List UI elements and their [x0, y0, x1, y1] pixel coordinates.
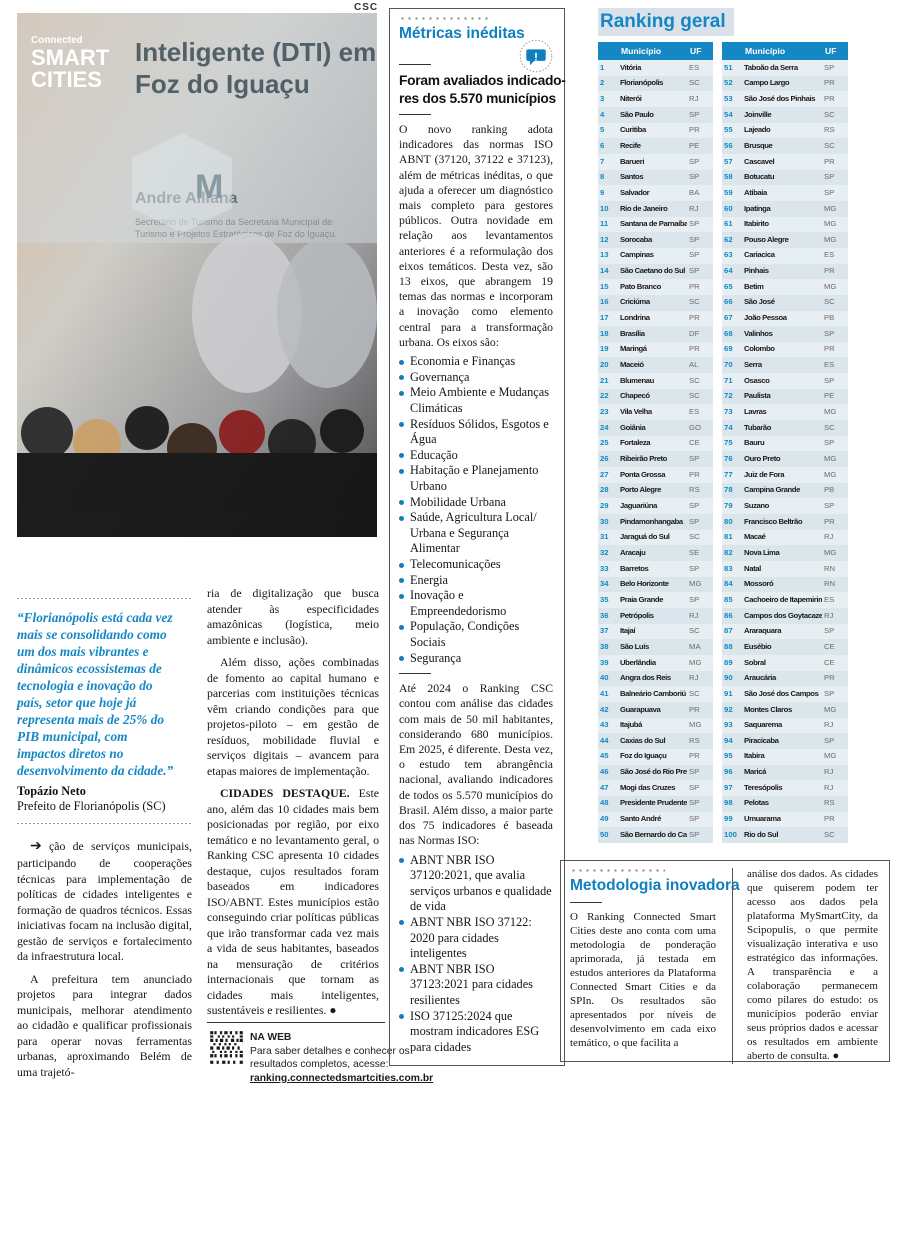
svg-text:CITIES: CITIES: [31, 67, 102, 92]
svg-text:M: M: [195, 168, 223, 206]
svg-text:Inteligente (DTI) em: Inteligente (DTI) em: [135, 37, 376, 67]
svg-text:Foz do Iguaçu: Foz do Iguaçu: [135, 69, 310, 99]
